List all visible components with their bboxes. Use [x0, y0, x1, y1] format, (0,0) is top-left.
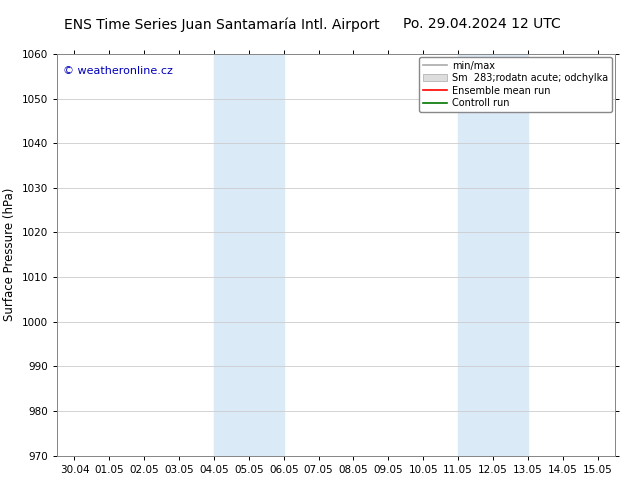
Text: Po. 29.04.2024 12 UTC: Po. 29.04.2024 12 UTC: [403, 17, 560, 31]
Y-axis label: Surface Pressure (hPa): Surface Pressure (hPa): [3, 188, 16, 321]
Bar: [214, 54, 284, 456]
Text: © weatheronline.cz: © weatheronline.cz: [63, 66, 172, 76]
Bar: [458, 54, 528, 456]
Text: ENS Time Series Juan Santamaría Intl. Airport: ENS Time Series Juan Santamaría Intl. Ai…: [64, 17, 380, 32]
Legend: min/max, Sm  283;rodatn acute; odchylka, Ensemble mean run, Controll run: min/max, Sm 283;rodatn acute; odchylka, …: [419, 57, 612, 112]
